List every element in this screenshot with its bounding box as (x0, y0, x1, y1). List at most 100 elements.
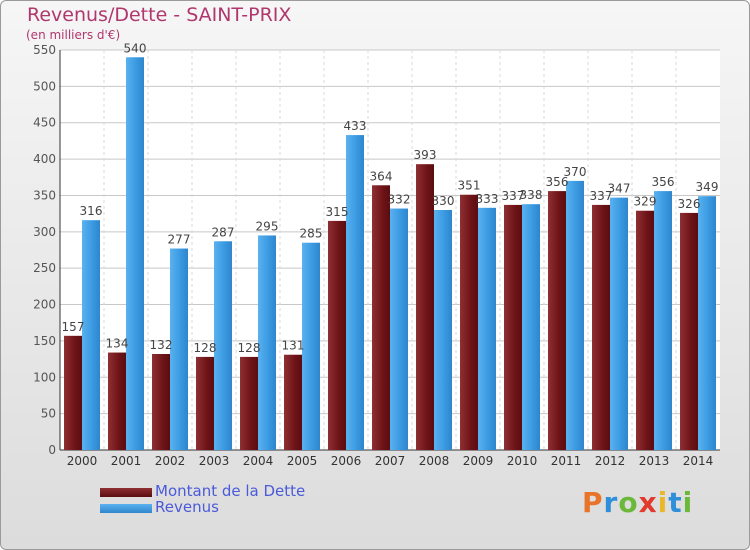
x-tick-label: 2014 (683, 454, 714, 468)
bar-revenus-2013 (654, 191, 672, 450)
data-label: 349 (696, 180, 719, 194)
bar-dette-2010 (504, 204, 522, 450)
logo-letter: i (657, 486, 669, 519)
data-label: 157 (62, 320, 85, 334)
y-tick-label: 250 (33, 261, 56, 275)
logo-letter: x (638, 486, 658, 519)
bar-dette-2003 (196, 356, 214, 450)
proxiti-logo: Proxiti (582, 486, 693, 519)
bar-dette-2002 (152, 354, 170, 450)
legend-swatch-revenus (100, 504, 152, 513)
data-label: 315 (326, 205, 349, 219)
data-label: 132 (150, 338, 173, 352)
data-label: 338 (520, 188, 543, 202)
data-label: 364 (370, 169, 393, 183)
data-label: 287 (212, 225, 235, 239)
logo-letter: i (682, 486, 694, 519)
legend-label-revenus: Revenus (155, 498, 219, 516)
data-label: 540 (124, 41, 147, 55)
logo-letter: t (668, 486, 683, 519)
x-tick-label: 2004 (243, 454, 274, 468)
y-tick-label: 400 (33, 152, 56, 166)
data-label: 131 (282, 339, 305, 353)
bar-revenus-2010 (522, 204, 540, 450)
bar-revenus-2006 (346, 135, 364, 450)
data-label: 351 (458, 179, 481, 193)
bar-revenus-2008 (434, 210, 452, 450)
y-tick-label: 450 (33, 116, 56, 130)
bar-revenus-2000 (82, 220, 100, 450)
bar-revenus-2007 (390, 208, 408, 450)
bar-dette-2011 (548, 191, 566, 450)
bar-dette-2001 (108, 352, 126, 450)
bar-dette-2007 (372, 185, 390, 451)
x-tick-label: 2002 (155, 454, 186, 468)
bar-dette-2005 (284, 354, 302, 450)
y-tick-label: 0 (48, 443, 56, 457)
legend-label-dette: Montant de la Dette (155, 482, 306, 500)
bar-revenus-2001 (126, 57, 144, 450)
data-label: 333 (476, 192, 499, 206)
x-tick-label: 2011 (551, 454, 582, 468)
data-label: 337 (590, 189, 613, 203)
data-label: 329 (634, 195, 657, 209)
x-tick-label: 2006 (331, 454, 362, 468)
data-label: 285 (300, 227, 323, 241)
bar-revenus-2009 (478, 207, 496, 450)
data-label: 393 (414, 148, 437, 162)
bar-dette-2000 (64, 335, 82, 450)
data-label: 433 (344, 119, 367, 133)
bar-dette-2004 (240, 356, 258, 450)
bar-dette-2012 (592, 204, 610, 450)
bar-revenus-2004 (258, 235, 276, 450)
data-label: 347 (608, 182, 631, 196)
x-tick-label: 2010 (507, 454, 538, 468)
x-tick-label: 2003 (199, 454, 230, 468)
logo-letter: r (603, 486, 619, 519)
y-tick-label: 550 (33, 43, 56, 57)
chart-title: Revenus/Dette - SAINT-PRIX (27, 4, 292, 26)
bar-revenus-2002 (170, 248, 188, 450)
y-tick-label: 150 (33, 334, 56, 348)
data-label: 356 (546, 175, 569, 189)
data-label: 330 (432, 194, 455, 208)
logo-letter: P (582, 486, 604, 519)
data-label: 370 (564, 165, 587, 179)
x-tick-label: 2005 (287, 454, 318, 468)
y-tick-label: 100 (33, 370, 56, 384)
x-tick-label: 2008 (419, 454, 450, 468)
x-tick-label: 2001 (111, 454, 142, 468)
bar-dette-2009 (460, 194, 478, 450)
chart-subtitle: (en milliers d'€) (26, 28, 121, 42)
bar-revenus-2011 (566, 180, 584, 450)
x-tick-label: 2007 (375, 454, 406, 468)
bar-dette-2014 (680, 212, 698, 450)
data-label: 128 (238, 341, 261, 355)
y-tick-label: 500 (33, 79, 56, 93)
data-label: 277 (168, 233, 191, 247)
bar-revenus-2005 (302, 242, 320, 450)
x-tick-label: 2009 (463, 454, 494, 468)
y-tick-label: 200 (33, 298, 56, 312)
x-tick-label: 2000 (67, 454, 98, 468)
data-label: 326 (678, 197, 701, 211)
y-tick-label: 50 (41, 407, 56, 421)
data-label: 128 (194, 341, 217, 355)
data-label: 134 (106, 337, 129, 351)
bar-dette-2008 (416, 164, 434, 450)
bar-revenus-2003 (214, 241, 232, 450)
y-tick-label: 350 (33, 188, 56, 202)
y-tick-label: 300 (33, 225, 56, 239)
bar-dette-2013 (636, 210, 654, 450)
data-label: 316 (80, 204, 103, 218)
logo-letter: o (618, 486, 639, 519)
x-tick-label: 2013 (639, 454, 670, 468)
bar-revenus-2014 (698, 196, 716, 450)
data-label: 332 (388, 193, 411, 207)
data-label: 337 (502, 189, 525, 203)
bar-revenus-2012 (610, 197, 628, 450)
data-label: 356 (652, 175, 675, 189)
x-tick-label: 2012 (595, 454, 626, 468)
data-label: 295 (256, 219, 279, 233)
